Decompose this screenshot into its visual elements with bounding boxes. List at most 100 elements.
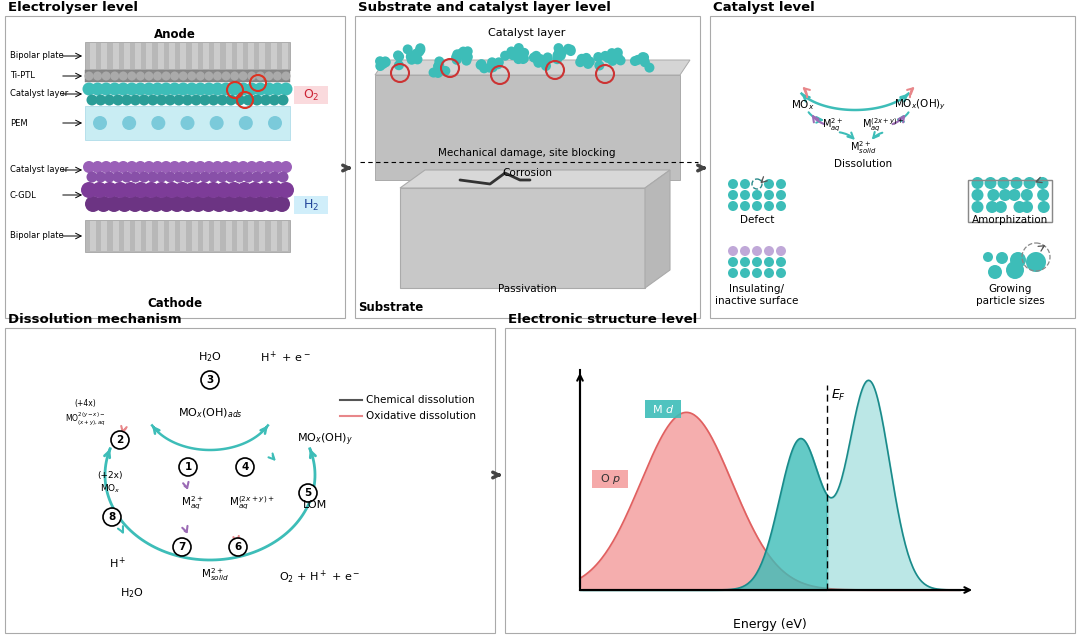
Text: Amorphization: Amorphization [972,215,1048,225]
Circle shape [137,196,153,212]
Bar [170,221,175,251]
Circle shape [153,71,162,80]
Circle shape [183,94,193,105]
Circle shape [1021,189,1032,201]
Text: H$_2$O: H$_2$O [198,350,221,364]
Text: 7: 7 [178,542,186,552]
Circle shape [433,61,444,71]
Circle shape [988,265,1002,279]
Bar [102,221,107,251]
Circle shape [380,57,391,67]
Bar [505,328,1075,633]
Text: M$^{2+}_{solid}$: M$^{2+}_{solid}$ [850,139,876,157]
Text: O $p$: O $p$ [599,472,620,486]
Text: MO$_x$(OH)$_y$: MO$_x$(OH)$_y$ [297,432,353,448]
Circle shape [476,59,486,69]
Circle shape [119,71,127,80]
Circle shape [500,51,510,61]
Bar [645,400,681,418]
Bar [710,16,1075,318]
Text: Insulating/
inactive surface: Insulating/ inactive surface [715,284,799,306]
Bar [355,16,700,318]
Circle shape [987,189,999,201]
Circle shape [282,71,291,80]
Circle shape [612,52,623,62]
Text: LOM: LOM [302,500,327,510]
Bar [259,43,266,69]
Circle shape [253,196,269,212]
Circle shape [269,94,280,105]
Circle shape [136,71,145,80]
Text: Dissolution: Dissolution [834,159,892,169]
Circle shape [456,49,465,58]
Circle shape [178,71,188,80]
Text: M$^{2+}_{solid}$: M$^{2+}_{solid}$ [201,567,229,584]
Text: $E_F$: $E_F$ [831,388,846,403]
Circle shape [507,46,516,56]
Circle shape [403,44,413,55]
Circle shape [593,52,604,62]
Bar [180,43,187,69]
Circle shape [180,116,194,130]
Circle shape [247,182,262,198]
Circle shape [752,268,762,278]
Circle shape [81,182,97,198]
Text: Growing
particle sizes: Growing particle sizes [975,284,1044,306]
Circle shape [494,57,504,67]
Circle shape [138,171,150,182]
Text: Anode: Anode [154,28,195,41]
Circle shape [416,43,426,53]
Text: Corrosion: Corrosion [502,168,552,178]
Circle shape [740,190,750,200]
Circle shape [630,56,640,66]
Bar [248,221,254,251]
Text: 6: 6 [234,542,242,552]
Circle shape [245,83,258,96]
Circle shape [102,182,118,198]
Circle shape [232,196,248,212]
Circle shape [130,171,140,182]
Circle shape [764,257,774,267]
Bar [400,188,645,288]
Circle shape [133,182,149,198]
Circle shape [104,171,114,182]
Polygon shape [400,170,670,188]
Bar [271,43,276,69]
Circle shape [416,45,426,55]
Circle shape [247,71,256,80]
Circle shape [217,171,228,182]
Circle shape [728,190,738,200]
Circle shape [541,61,551,71]
Circle shape [111,431,129,449]
Circle shape [1037,189,1049,201]
Circle shape [508,50,517,60]
Circle shape [122,182,138,198]
Circle shape [1037,177,1049,189]
Circle shape [268,116,282,130]
Circle shape [460,51,470,62]
Circle shape [160,83,173,96]
Circle shape [156,171,167,182]
Circle shape [219,83,232,96]
Bar [170,43,175,69]
Circle shape [203,161,215,173]
Circle shape [280,83,293,96]
Circle shape [777,190,786,200]
Text: Oxidative dissolution: Oxidative dissolution [366,411,476,421]
Text: Electrolyser level: Electrolyser level [8,1,138,14]
Bar [237,221,243,251]
Circle shape [612,51,622,62]
Circle shape [179,196,195,212]
Circle shape [252,171,262,182]
Circle shape [264,196,280,212]
Circle shape [274,196,291,212]
Circle shape [566,45,576,55]
Circle shape [200,94,211,105]
Bar [294,86,328,104]
Circle shape [563,44,573,54]
Circle shape [557,47,567,57]
Circle shape [764,179,774,189]
Text: H$_2$O: H$_2$O [120,586,144,600]
Text: O$_2$ + H$^+$ + e$^-$: O$_2$ + H$^+$ + e$^-$ [280,568,361,586]
Circle shape [221,196,238,212]
